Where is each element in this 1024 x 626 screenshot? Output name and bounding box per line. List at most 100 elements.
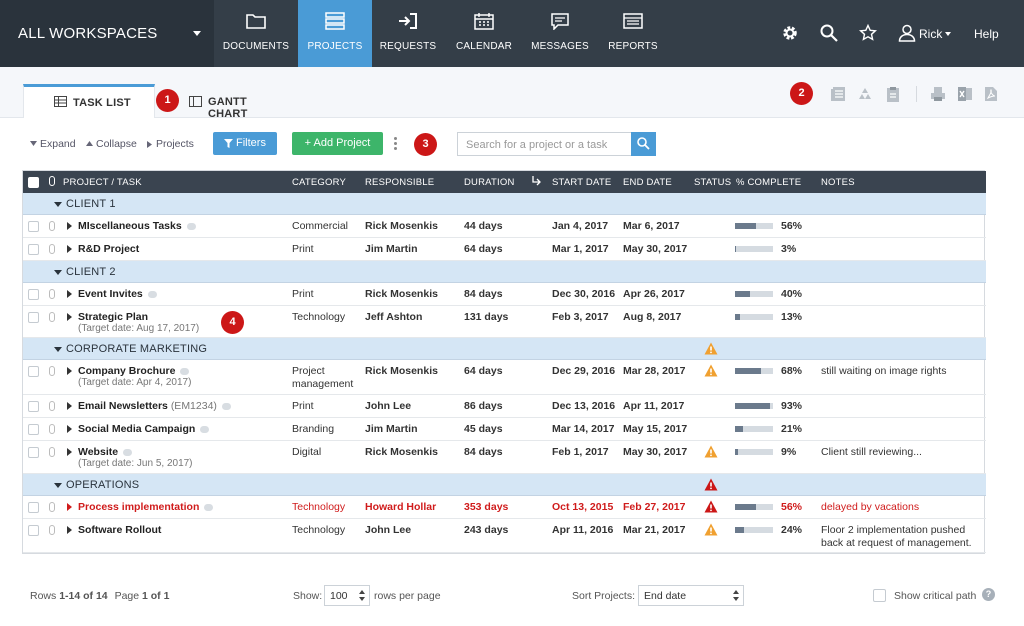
- attachment-icon[interactable]: [49, 289, 55, 299]
- expand-row-icon[interactable]: [67, 367, 72, 375]
- table-row[interactable]: Website (Target date: Jun 5, 2017) Digital…: [23, 441, 986, 474]
- nav-tab-reports[interactable]: REPORTS: [596, 0, 670, 67]
- rows-per-page-select[interactable]: 100: [324, 585, 370, 606]
- attachment-icon[interactable]: [49, 525, 55, 535]
- group-row[interactable]: CLIENT 2: [23, 261, 986, 283]
- star-icon[interactable]: [859, 24, 877, 42]
- nav-tab-messages[interactable]: MESSAGES: [523, 0, 597, 67]
- comment-icon[interactable]: [186, 222, 196, 230]
- user-icon[interactable]: [898, 24, 916, 42]
- collapse-group-icon[interactable]: [54, 347, 62, 352]
- comment-icon[interactable]: [200, 425, 210, 433]
- expand-row-icon[interactable]: [67, 222, 72, 230]
- add-project-button[interactable]: + Add Project: [292, 132, 383, 155]
- col-end-date[interactable]: END DATE: [623, 177, 672, 188]
- comment-icon[interactable]: [123, 448, 133, 456]
- expand-row-icon[interactable]: [67, 313, 72, 321]
- tab-gantt-chart[interactable]: GANTT CHART: [186, 95, 286, 120]
- row-checkbox[interactable]: [28, 244, 39, 255]
- table-row[interactable]: R&D Project Print Jim Martin 64 days Mar 1, …: [23, 238, 986, 261]
- search-button[interactable]: [631, 132, 656, 156]
- table-row[interactable]: Social Media Campaign Branding Jim Martin 4…: [23, 418, 986, 441]
- col-status[interactable]: STATUS: [694, 177, 732, 188]
- col-complete[interactable]: % COMPLETE: [736, 177, 802, 188]
- row-checkbox[interactable]: [28, 366, 39, 377]
- expand-all-button[interactable]: Expand: [30, 138, 76, 150]
- task-name[interactable]: Email Newsletters (EM1234): [78, 400, 231, 412]
- col-start-date[interactable]: START DATE: [552, 177, 612, 188]
- row-checkbox[interactable]: [28, 401, 39, 412]
- attachment-icon[interactable]: [49, 366, 55, 376]
- task-name[interactable]: Company Brochure: [78, 365, 190, 377]
- task-name[interactable]: Social Media Campaign: [78, 423, 210, 435]
- attachment-icon[interactable]: [49, 502, 55, 512]
- col-notes[interactable]: NOTES: [821, 177, 855, 188]
- expand-row-icon[interactable]: [67, 526, 72, 534]
- comment-icon[interactable]: [221, 402, 231, 410]
- search-input[interactable]: Search for a project or a task: [457, 132, 632, 156]
- group-row[interactable]: OPERATIONS: [23, 474, 986, 496]
- export-list-icon[interactable]: [830, 86, 846, 102]
- expand-row-icon[interactable]: [67, 402, 72, 410]
- row-checkbox[interactable]: [28, 525, 39, 536]
- row-checkbox[interactable]: [28, 221, 39, 232]
- row-checkbox[interactable]: [28, 502, 39, 513]
- collapse-all-button[interactable]: Collapse: [86, 138, 137, 150]
- print-icon[interactable]: [930, 86, 946, 102]
- task-name[interactable]: MIscellaneous Tasks: [78, 220, 196, 232]
- table-row[interactable]: Email Newsletters (EM1234) Print John Lee 8…: [23, 395, 986, 418]
- table-row[interactable]: Software Rollout Technology John Lee 243 da…: [23, 519, 986, 553]
- attachment-icon[interactable]: [49, 244, 55, 254]
- clipboard-icon[interactable]: [885, 86, 901, 102]
- expand-row-icon[interactable]: [67, 290, 72, 298]
- row-checkbox[interactable]: [28, 424, 39, 435]
- user-menu[interactable]: Rick: [919, 27, 943, 41]
- row-checkbox[interactable]: [28, 447, 39, 458]
- nav-tab-requests[interactable]: REQUESTS: [371, 0, 445, 67]
- attachment-icon[interactable]: [49, 447, 55, 457]
- recycle-icon[interactable]: [857, 86, 873, 102]
- nav-tab-calendar[interactable]: CALENDAR: [447, 0, 521, 67]
- expand-row-icon[interactable]: [67, 425, 72, 433]
- task-name[interactable]: R&D Project: [78, 243, 139, 255]
- sort-projects-select[interactable]: End date: [638, 585, 744, 606]
- comment-icon[interactable]: [147, 290, 157, 298]
- attachment-icon[interactable]: [49, 401, 55, 411]
- filters-button[interactable]: Filters: [213, 132, 277, 155]
- collapse-group-icon[interactable]: [54, 483, 62, 488]
- table-row[interactable]: Strategic Plan (Target date: Aug 17, 2017…: [23, 306, 986, 338]
- projects-level-button[interactable]: Projects: [147, 138, 194, 150]
- expand-row-icon[interactable]: [67, 503, 72, 511]
- help-question-icon[interactable]: ?: [982, 588, 995, 601]
- nav-tab-documents[interactable]: DOCUMENTS: [219, 0, 293, 67]
- comment-icon[interactable]: [204, 503, 214, 511]
- more-options-icon[interactable]: [394, 137, 397, 151]
- gear-icon[interactable]: [781, 24, 799, 42]
- expand-row-icon[interactable]: [67, 448, 72, 456]
- workspace-selector[interactable]: ALL WORKSPACES: [0, 0, 214, 67]
- group-row[interactable]: CORPORATE MARKETING: [23, 338, 986, 360]
- critical-path-checkbox[interactable]: [873, 589, 886, 602]
- search-icon[interactable]: [820, 24, 838, 42]
- attachment-icon[interactable]: [49, 424, 55, 434]
- row-checkbox[interactable]: [28, 289, 39, 300]
- expand-row-icon[interactable]: [67, 245, 72, 253]
- col-duration[interactable]: DURATION: [464, 177, 515, 188]
- col-category[interactable]: CATEGORY: [292, 177, 347, 188]
- tab-task-list[interactable]: TASK LIST: [23, 84, 155, 118]
- nav-tab-projects[interactable]: PROJECTS: [298, 0, 372, 67]
- group-row[interactable]: CLIENT 1: [23, 193, 986, 215]
- collapse-group-icon[interactable]: [54, 202, 62, 207]
- table-row[interactable]: Event Invites Print Rick Mosenkis 84 days De…: [23, 283, 986, 306]
- excel-icon[interactable]: [957, 86, 973, 102]
- table-row[interactable]: Process implementation Technology Howard H…: [23, 496, 986, 519]
- task-name[interactable]: Software Rollout: [78, 524, 161, 536]
- table-row[interactable]: MIscellaneous Tasks Commercial Rick Mosenk…: [23, 215, 986, 238]
- col-project[interactable]: PROJECT / TASK: [63, 177, 142, 188]
- task-name[interactable]: Process implementation: [78, 501, 214, 513]
- task-name[interactable]: Strategic Plan: [78, 311, 148, 323]
- attachment-icon[interactable]: [49, 312, 55, 322]
- pdf-icon[interactable]: [983, 86, 999, 102]
- select-all-checkbox[interactable]: [28, 177, 39, 188]
- row-checkbox[interactable]: [28, 312, 39, 323]
